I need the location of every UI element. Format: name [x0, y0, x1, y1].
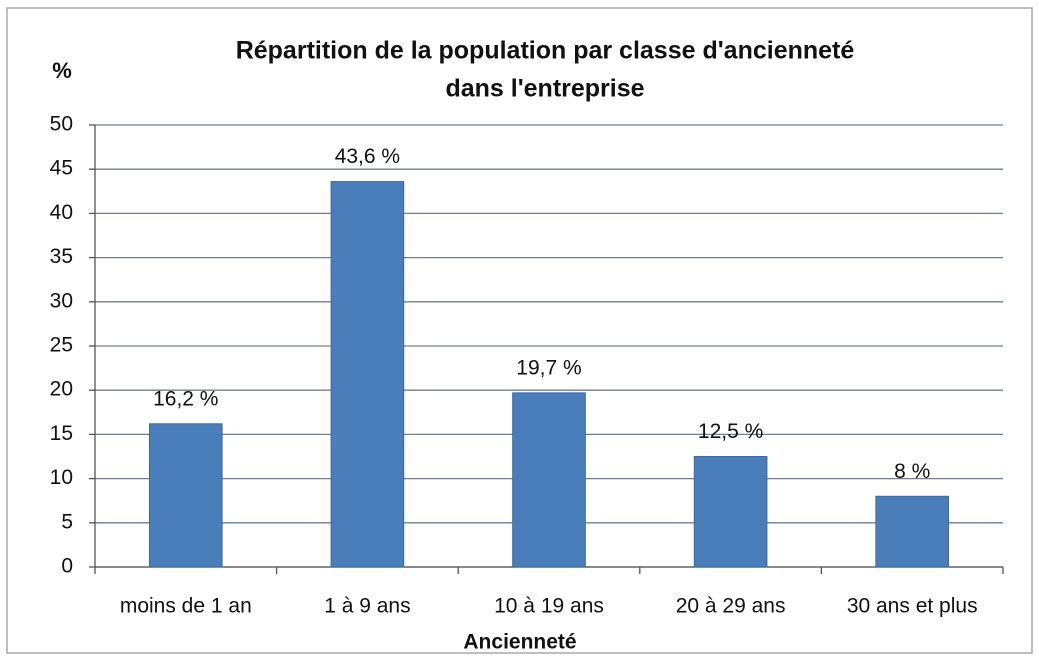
bar [148, 423, 223, 568]
y-tick-label: 35 [50, 245, 73, 268]
data-label: 19,7 % [516, 356, 581, 379]
data-label: 16,2 % [153, 387, 218, 410]
x-tick-label: 10 à 19 ans [494, 595, 604, 618]
x-tick-label: 30 ans et plus [847, 595, 978, 618]
y-tick-label: 5 [61, 510, 73, 533]
data-label: 12,5 % [698, 420, 763, 443]
x-axis-label: Ancienneté [463, 631, 576, 654]
bar [330, 181, 405, 568]
x-tick-label: 1 à 9 ans [324, 595, 410, 618]
data-label: 8 % [894, 460, 930, 483]
bar [512, 392, 586, 568]
chart-title: Répartition de la population par classe … [236, 37, 855, 65]
data-label: 43,6 % [335, 145, 400, 168]
y-tick-label: 45 [50, 157, 73, 180]
y-tick-label: 20 [50, 378, 73, 401]
x-tick-label: moins de 1 an [120, 595, 252, 618]
y-tick-label: 25 [50, 334, 73, 357]
x-tick-label: 20 à 29 ans [676, 595, 786, 618]
y-tick-label: 10 [50, 466, 73, 489]
y-tick-label: 50 [50, 113, 73, 136]
y-tick-label: 15 [50, 422, 73, 445]
bar [693, 456, 768, 568]
y-tick-label: 30 [50, 289, 73, 312]
bar [875, 495, 950, 568]
y-axis-label: % [52, 58, 72, 83]
y-tick-label: 0 [61, 555, 73, 578]
y-tick-label: 40 [50, 201, 73, 224]
chart-title: dans l'entreprise [445, 75, 644, 103]
